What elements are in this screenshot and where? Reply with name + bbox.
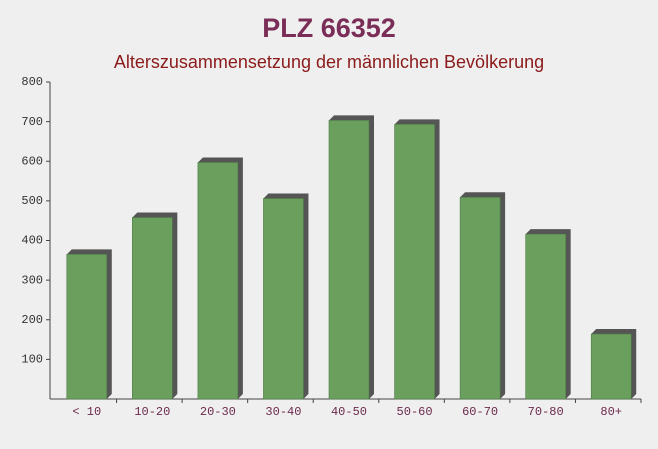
bar: [459, 197, 501, 400]
x-tick-label: 30-40: [265, 405, 301, 419]
x-tick-label: < 10: [72, 405, 101, 419]
bar-shadow: [197, 157, 243, 399]
chart-subtitle: Alterszusammensetzung der männlichen Bev…: [114, 52, 544, 72]
bar-shadow: [132, 212, 178, 399]
x-tick-label: 10-20: [134, 405, 170, 419]
x-tick-label: 20-30: [200, 405, 236, 419]
x-tick-label: 40-50: [331, 405, 367, 419]
y-tick-label: 500: [21, 194, 43, 208]
y-tick-label: 400: [21, 234, 43, 248]
x-tick-label: 70-80: [528, 405, 564, 419]
x-tick-label: 50-60: [397, 405, 433, 419]
bar: [66, 254, 108, 400]
bar: [263, 198, 304, 400]
y-tick-label: 100: [21, 353, 43, 367]
y-tick-label: 300: [21, 273, 43, 287]
bar-shadow: [394, 119, 440, 400]
bar: [394, 124, 435, 400]
bar-shadow: [66, 249, 112, 399]
bar-shadow: [263, 193, 309, 399]
y-tick-label: 700: [21, 115, 43, 129]
bar-shadow: [460, 192, 506, 399]
y-tick-label: 800: [21, 75, 43, 89]
bar-shadow: [329, 115, 374, 399]
bar-shadow: [591, 329, 637, 399]
x-tick-label: 80+: [600, 405, 622, 419]
y-tick-label: 200: [21, 313, 43, 327]
bar: [590, 333, 632, 400]
bar-shadow: [525, 229, 571, 399]
x-tick-label: 60-70: [462, 405, 498, 419]
bar: [197, 162, 239, 400]
y-tick-label: 600: [21, 154, 43, 168]
bar: [525, 233, 566, 400]
bar: [328, 120, 370, 400]
chart-title: PLZ 66352: [262, 13, 396, 43]
bar: [132, 217, 173, 400]
